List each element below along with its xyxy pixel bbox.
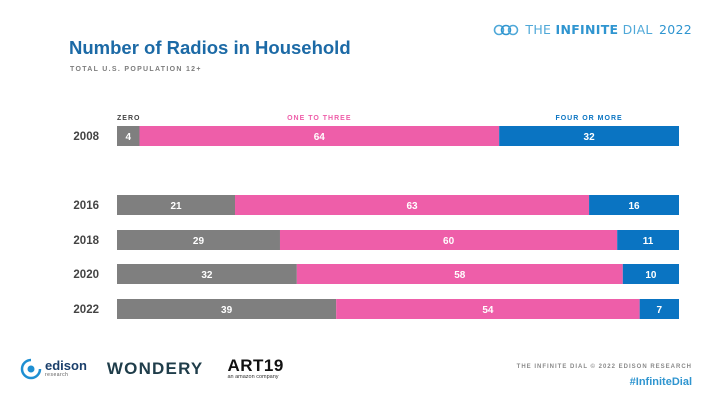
art19-logo-name: ART19 bbox=[227, 356, 284, 375]
data-label: 29 bbox=[193, 236, 205, 247]
legend-label: ONE TO THREE bbox=[287, 115, 351, 122]
edison-logo-sub: research bbox=[45, 372, 69, 378]
bar-segment bbox=[499, 126, 679, 146]
data-label: 11 bbox=[643, 236, 654, 247]
footer: THE INFINITE DIAL © 2022 EDISON RESEARCH… bbox=[517, 364, 692, 388]
data-label: 64 bbox=[314, 132, 326, 143]
infinity-rings-icon bbox=[494, 24, 519, 35]
category-label: 2008 bbox=[73, 131, 99, 143]
bar-segment bbox=[117, 230, 280, 250]
bar-segment bbox=[296, 264, 623, 284]
art19-logo-sub: an amazon company bbox=[227, 374, 279, 380]
data-label: 58 bbox=[454, 270, 466, 281]
legend-label: ZERO bbox=[117, 115, 140, 122]
data-label: 7 bbox=[657, 305, 663, 316]
category-label: 2018 bbox=[73, 235, 99, 247]
bar-segment bbox=[117, 195, 236, 215]
wondery-logo: WONDERY bbox=[106, 359, 204, 378]
data-label: 4 bbox=[125, 132, 131, 143]
brand-year: 2022 bbox=[658, 22, 692, 37]
art19-logo: ART19 an amazon company bbox=[227, 356, 284, 380]
category-label: 2022 bbox=[73, 304, 99, 316]
bar-segment bbox=[139, 126, 500, 146]
data-label: 39 bbox=[221, 305, 233, 316]
category-label: 2016 bbox=[73, 200, 99, 212]
bar-segment bbox=[117, 126, 140, 146]
bar-segment bbox=[622, 264, 679, 284]
data-label: 32 bbox=[201, 270, 213, 281]
bar-segment bbox=[639, 299, 679, 319]
category-label: 2020 bbox=[73, 269, 99, 281]
brand-text: THE INFINITE DIAL 2022 bbox=[525, 22, 692, 37]
footer-credit: THE INFINITE DIAL © 2022 EDISON RESEARCH bbox=[516, 364, 692, 370]
data-label: 10 bbox=[645, 270, 657, 281]
data-label: 21 bbox=[170, 201, 182, 212]
edison-swirl-icon bbox=[20, 358, 42, 380]
bar-segment bbox=[336, 299, 640, 319]
data-label: 60 bbox=[443, 236, 455, 247]
chart-title: Number of Radios in Household bbox=[69, 37, 351, 58]
bar-segment bbox=[589, 195, 679, 215]
edison-logo: edison research bbox=[20, 358, 87, 380]
data-label: 16 bbox=[628, 201, 640, 212]
data-label: 63 bbox=[406, 201, 418, 212]
edison-logo-name: edison bbox=[45, 358, 87, 373]
bar-segment bbox=[117, 264, 297, 284]
sponsor-logos: edison research WONDERY ART19 an amazon … bbox=[20, 356, 284, 380]
data-label: 32 bbox=[584, 132, 596, 143]
infinite-dial-brand: THE INFINITE DIAL 2022 bbox=[493, 22, 692, 37]
chart-subtitle: TOTAL U.S. POPULATION 12+ bbox=[70, 66, 202, 73]
data-label: 54 bbox=[482, 305, 494, 316]
bar-segment bbox=[279, 230, 618, 250]
legend-label: FOUR OR MORE bbox=[555, 115, 622, 122]
footer-hashtag: #InfiniteDial bbox=[629, 376, 692, 388]
brand-part-2: INFINITE bbox=[555, 22, 619, 37]
bar-segment bbox=[117, 299, 337, 319]
bar-segment bbox=[617, 230, 679, 250]
bar-segment bbox=[235, 195, 590, 215]
stacked-bar-chart: ZERO ONE TO THREE FOUR OR MORE 2008 4 64 32 201… bbox=[73, 115, 679, 319]
brand-part-3: DIAL bbox=[618, 22, 653, 37]
brand-part-1: THE bbox=[525, 22, 556, 37]
